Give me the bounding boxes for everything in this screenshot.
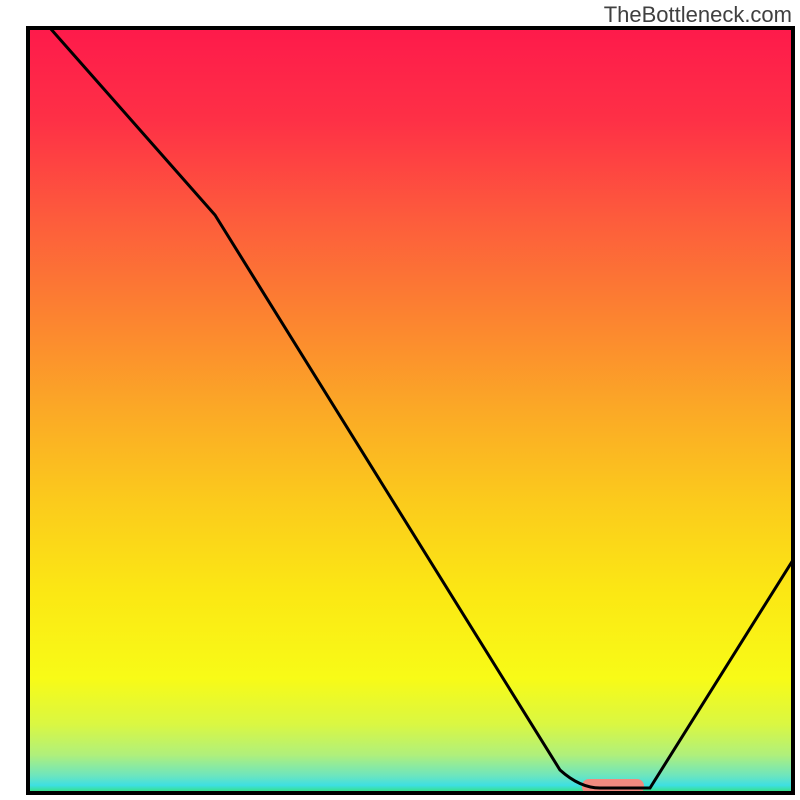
plot-background [28, 28, 793, 793]
bottleneck-chart [0, 0, 800, 800]
